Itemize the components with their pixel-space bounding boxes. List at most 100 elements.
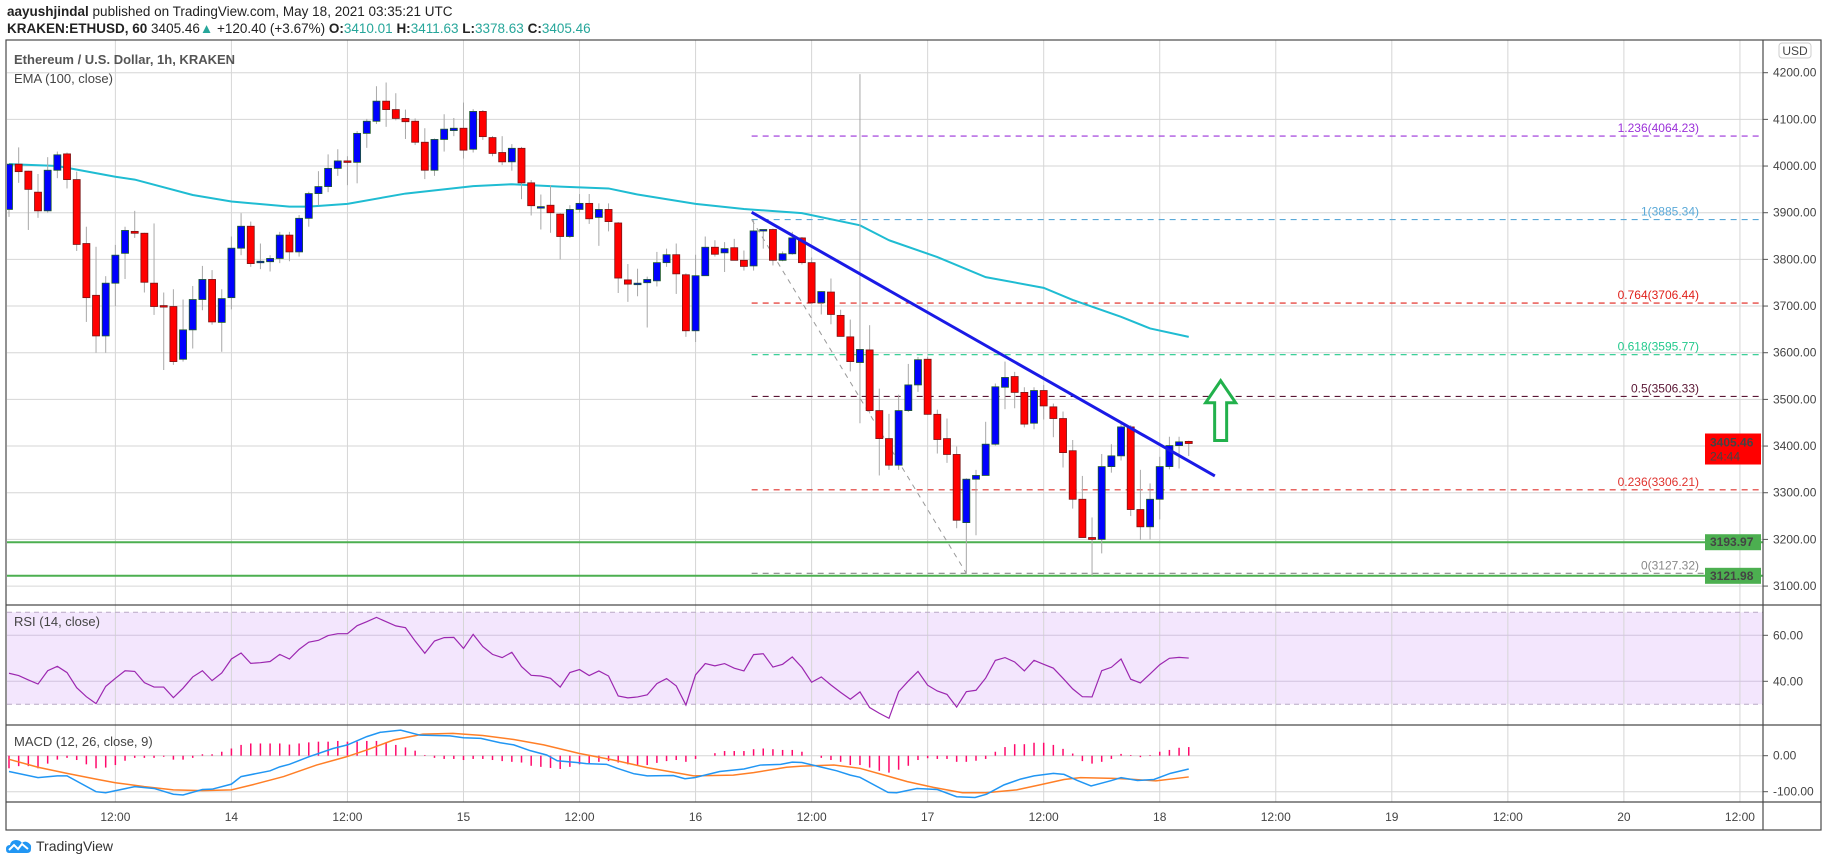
candle-down [711,246,719,255]
candle-down [285,234,294,253]
candle-down [1020,391,1029,425]
candle-down [82,243,91,299]
candle-up [101,282,110,337]
candle-up [179,329,187,360]
candle-down [24,170,33,190]
rsi-tick-label: 60.00 [1773,628,1803,642]
fib-trend-line [751,219,967,574]
rsi-line [8,616,1189,720]
macd-legend[interactable]: MACD (12, 26, close, 9) [14,734,153,749]
chart-frame [5,39,1822,831]
time-tick-label: 15 [457,810,471,824]
candle-up [227,247,236,299]
candle-down [604,209,613,222]
tradingview-cloud-icon [6,840,32,853]
ema-100-line [8,163,1189,338]
candle-up [111,254,120,284]
symbol-info: KRAKEN:ETHUSD, 60 3405.46▲ +120.40 (+3.6… [7,21,591,36]
candle-down [556,213,565,237]
candle-up [788,237,797,255]
low-label: L: [462,21,476,36]
support-price-label [1705,567,1761,584]
candle-down [1059,418,1067,453]
candle-up [778,253,787,261]
current-price-label [1705,433,1761,465]
rsi-legend[interactable]: RSI (14, close) [14,614,100,629]
time-tick-label: 17 [921,810,935,824]
candle-down [827,291,835,315]
candle-down [1049,406,1058,419]
candle-up [188,299,197,331]
time-tick-label: 16 [689,810,703,824]
candle-down [459,127,468,151]
candle-up [962,478,971,523]
candle-down [933,413,942,440]
candle-down [769,229,777,261]
close-value: 3405.46 [541,21,591,36]
support-price-text: 3121.98 [1710,569,1754,583]
candle-up [720,248,729,254]
candle-up [643,279,652,284]
candle-down [420,141,429,171]
time-tick-label: 20 [1617,810,1631,824]
candle-down [343,160,352,163]
candle-up [652,262,661,282]
candle-down [527,182,536,207]
price-tick-label: 4200.00 [1773,66,1817,80]
publish-date: published on TradingView.com, May 18, 20… [92,4,453,19]
price-tick-label: 3400.00 [1773,439,1817,453]
candle-up [449,127,458,131]
candle-down [730,247,739,261]
candle-down [140,232,149,283]
time-tick-label: 18 [1153,810,1167,824]
candle-down [875,410,884,439]
candle-down [807,262,816,304]
descending-trendline [750,210,1216,478]
ema-legend[interactable]: EMA (100, close) [14,71,113,86]
candle-up [53,154,62,171]
candle-up [1001,377,1009,388]
candle-down [1010,376,1019,393]
main-plot [7,74,1763,577]
candle-down [836,314,845,337]
candle-down [246,225,255,264]
fib-level-label: 0.764(3706.44) [1618,288,1699,302]
candle-up [759,229,768,232]
support-price-text: 3193.97 [1710,535,1754,549]
candle-down [923,358,932,415]
candle-down [72,179,81,245]
symbol: KRAKEN:ETHUSD, 60 [7,21,148,36]
candle-down [943,438,951,455]
currency-label: USD [1782,44,1808,58]
candle-up [701,246,710,277]
candle-up [1097,466,1106,540]
fib-level-label: 1(3885.34) [1641,205,1699,219]
candle-up [972,475,980,480]
tradingview-logo[interactable]: TradingView [6,838,113,854]
macd-tick-label: 0.00 [1773,749,1797,763]
macd-line [8,729,1189,799]
candle-up [1030,390,1038,424]
candle-up [237,225,245,249]
candle-down [92,294,100,337]
candle-down [682,274,690,332]
candle-down [382,100,391,110]
candle-up [914,359,922,386]
candle-down [1136,509,1145,528]
candle-up [295,217,304,253]
candle-down [517,147,526,184]
bar-countdown-text: 24:44 [1710,450,1740,464]
candle-up [440,128,449,140]
candle-down [740,259,748,267]
time-tick-label: 14 [225,810,239,824]
candle-up [1175,441,1183,446]
time-tick-label: 12:00 [100,810,130,824]
time-tick-label: 19 [1385,810,1399,824]
last-price: 3405.46 [151,21,200,36]
candle-up [817,291,826,304]
price-tick-label: 3300.00 [1773,486,1817,500]
macd-signal-line [8,732,1189,794]
candle-down [1078,498,1087,538]
author-name[interactable]: aayushjindal [7,4,89,19]
